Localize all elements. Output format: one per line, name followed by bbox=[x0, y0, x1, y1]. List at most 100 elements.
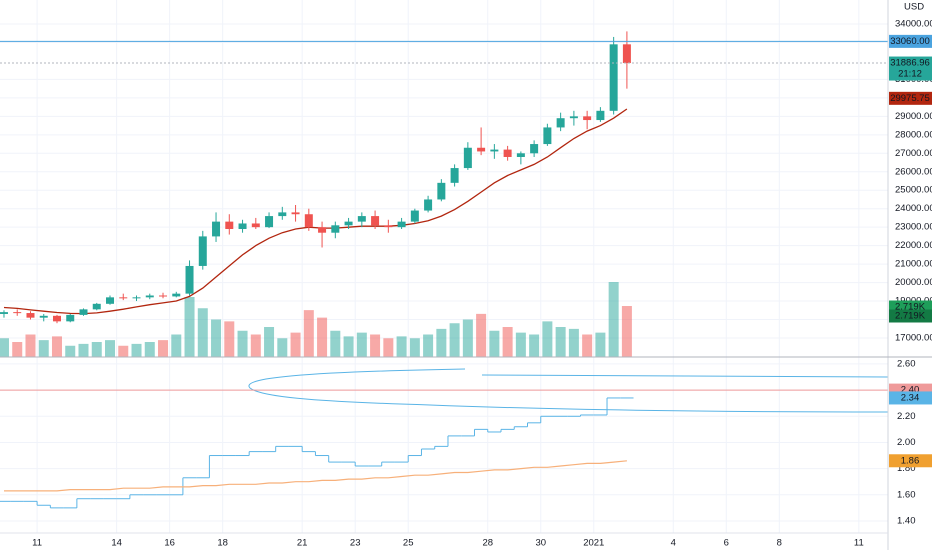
volume-bar bbox=[105, 340, 116, 357]
indicator-line bbox=[4, 460, 627, 492]
x-tick-label: 14 bbox=[111, 538, 122, 549]
volume-bar bbox=[38, 340, 49, 357]
x-tick-label: 4 bbox=[671, 538, 676, 549]
volume-bar bbox=[0, 338, 9, 357]
currency: USD bbox=[904, 2, 924, 13]
level-label: 2.40 bbox=[901, 385, 920, 396]
volume-label-2-bg bbox=[889, 309, 932, 323]
candle-body bbox=[119, 297, 128, 299]
x-tick-label: 16 bbox=[164, 538, 175, 549]
candle-body bbox=[39, 315, 48, 318]
ma-last-label: 29975.75 bbox=[890, 93, 930, 104]
x-tick-label: 2021 bbox=[583, 538, 604, 549]
volume-bar bbox=[449, 323, 460, 357]
candle-body bbox=[318, 227, 327, 233]
candle-body bbox=[238, 223, 247, 230]
volume-bar bbox=[250, 334, 261, 357]
volume-bar bbox=[78, 343, 89, 357]
candle-body bbox=[185, 265, 194, 294]
candle-body bbox=[26, 313, 35, 318]
volume-bar bbox=[542, 321, 553, 357]
volume-bar bbox=[343, 336, 354, 357]
volume-bar bbox=[144, 342, 155, 357]
last-price-label: 31886.96 bbox=[890, 58, 930, 69]
candle-body bbox=[410, 210, 419, 222]
volume-bar bbox=[423, 334, 434, 357]
candle-body bbox=[106, 297, 115, 304]
y-tick-label: 21000.00 bbox=[895, 259, 932, 270]
candle-body bbox=[79, 309, 88, 315]
volume-bar bbox=[290, 332, 301, 357]
indicator-tick-label: 2.60 bbox=[897, 358, 916, 369]
profile-line bbox=[481, 374, 889, 378]
candle-body bbox=[66, 314, 75, 322]
y-tick-label: 26000.00 bbox=[895, 166, 932, 177]
volume-bar bbox=[224, 321, 235, 357]
candle-body bbox=[490, 149, 499, 152]
volume-bar bbox=[409, 338, 420, 357]
candle-body bbox=[13, 312, 22, 314]
indicator-last-label: 1.86 bbox=[901, 455, 920, 466]
y-tick-label: 25000.00 bbox=[895, 185, 932, 196]
candle-body bbox=[132, 297, 141, 299]
indicator-tick-label: 2.00 bbox=[897, 437, 916, 448]
candle-body bbox=[596, 110, 605, 121]
volume-bar bbox=[25, 334, 36, 357]
volume-bar bbox=[489, 330, 500, 357]
candle-body bbox=[556, 118, 565, 128]
candle-body bbox=[0, 312, 8, 314]
volume-bar bbox=[568, 328, 579, 357]
candle-body bbox=[543, 127, 552, 145]
plot bbox=[0, 31, 888, 509]
candle-body bbox=[212, 221, 221, 237]
volume-bar bbox=[197, 308, 208, 357]
volume-bar bbox=[582, 334, 593, 357]
y-tick-label: 27000.00 bbox=[895, 148, 932, 159]
volume-bar bbox=[264, 327, 275, 357]
candle-body bbox=[344, 221, 353, 226]
last-price-label-bg bbox=[889, 56, 932, 70]
y-tick-label: 24000.00 bbox=[895, 203, 932, 214]
profile-curve bbox=[248, 368, 889, 413]
indicator-tick-label: 2.20 bbox=[897, 411, 916, 422]
volume-bar bbox=[65, 345, 76, 357]
volume-bar bbox=[91, 342, 102, 357]
volume-bar bbox=[462, 319, 473, 357]
candle-body bbox=[251, 223, 260, 228]
volume-bar bbox=[515, 332, 526, 357]
price-line-label: 33060.00 bbox=[890, 36, 930, 47]
y-tick-label: 17000.00 bbox=[895, 332, 932, 343]
candle-body bbox=[437, 182, 446, 200]
candle-body bbox=[384, 225, 393, 228]
y-tick-label: 34000.00 bbox=[895, 19, 932, 30]
volume-bar bbox=[502, 327, 513, 357]
candle-body bbox=[357, 216, 366, 222]
x-tick-label: 28 bbox=[482, 538, 493, 549]
x-tick-label: 23 bbox=[350, 538, 361, 549]
volume-bar bbox=[211, 319, 222, 357]
volume-bar bbox=[237, 330, 248, 357]
candle-body bbox=[371, 216, 380, 226]
y-tick-label: 23000.00 bbox=[895, 222, 932, 233]
candle-body bbox=[622, 44, 631, 64]
volume-bar bbox=[555, 327, 566, 357]
volume-bar bbox=[621, 306, 632, 357]
volume-bar bbox=[184, 297, 195, 357]
countdown-bg bbox=[889, 67, 932, 81]
volume-bar bbox=[12, 342, 23, 357]
candle-body bbox=[450, 168, 459, 183]
x-tick-label: 11 bbox=[32, 538, 42, 549]
x-tick-label: 18 bbox=[217, 538, 228, 549]
volume-bar bbox=[436, 328, 447, 357]
y-tick-label: 20000.00 bbox=[895, 277, 932, 288]
x-tick-label: 6 bbox=[724, 538, 729, 549]
volume-bar bbox=[303, 310, 314, 357]
x-tick-label: 21 bbox=[297, 538, 308, 549]
candle-body bbox=[159, 295, 168, 297]
volume-bar bbox=[383, 338, 394, 357]
volume-bar bbox=[118, 345, 129, 357]
volume-bar bbox=[356, 332, 367, 357]
indicator-tick-label: 1.60 bbox=[897, 489, 916, 500]
